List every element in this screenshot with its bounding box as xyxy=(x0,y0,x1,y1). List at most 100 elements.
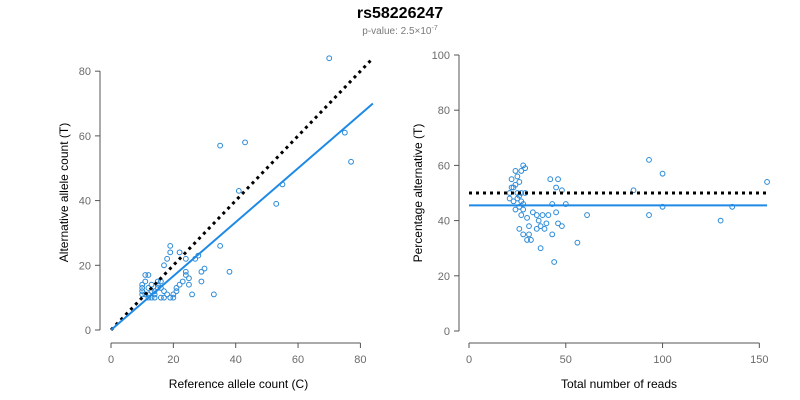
percentage-alternative-scatter-plot: 0 50 100 150 0 20 40 60 80 100 Total number of rea… xyxy=(411,50,770,391)
data-point xyxy=(201,265,208,272)
data-point xyxy=(148,281,155,288)
y-tick-label: 20 xyxy=(79,260,91,272)
p-value-label: p-value: 2.5×10-7 xyxy=(362,25,438,37)
data-point xyxy=(506,195,513,202)
data-point xyxy=(242,139,248,146)
data-point xyxy=(529,209,536,216)
data-point xyxy=(145,272,152,278)
y-tick-label: 0 xyxy=(85,325,91,337)
data-point xyxy=(553,184,559,191)
data-point xyxy=(142,291,149,298)
data-point xyxy=(182,268,189,275)
data-point xyxy=(562,201,569,207)
y-tick-label: 100 xyxy=(432,50,450,62)
data-point xyxy=(551,259,558,265)
data-point xyxy=(584,212,590,218)
data-point xyxy=(170,291,177,298)
data-point xyxy=(646,156,652,163)
data-point xyxy=(508,184,515,191)
data-point xyxy=(186,275,192,282)
data-point xyxy=(273,200,280,207)
data-point xyxy=(539,212,546,218)
data-point xyxy=(179,278,186,285)
data-point xyxy=(729,203,736,210)
y-tick-label: 80 xyxy=(438,105,450,117)
data-point xyxy=(555,220,561,227)
data-point xyxy=(518,168,525,174)
y-axis-label: Percentage alternative (T) xyxy=(411,124,425,263)
p-value-exponent: -7 xyxy=(431,25,437,32)
y-tick-label: 60 xyxy=(79,131,91,143)
data-point xyxy=(161,288,167,295)
y-tick-label: 40 xyxy=(79,196,91,208)
data-point xyxy=(182,255,189,262)
data-point xyxy=(139,288,146,295)
y-axis-label: Alternative allele count (T) xyxy=(57,123,71,262)
data-point xyxy=(167,242,174,249)
data-point xyxy=(533,212,540,218)
x-tick-label: 20 xyxy=(167,354,179,366)
data-point xyxy=(142,278,149,285)
data-point xyxy=(526,231,532,238)
fit-line xyxy=(110,102,374,331)
data-point xyxy=(157,294,164,301)
data-point xyxy=(164,255,171,262)
data-point xyxy=(630,187,637,194)
data-point xyxy=(549,231,556,238)
y-tick-label: 80 xyxy=(79,66,91,78)
data-point xyxy=(176,249,183,256)
data-point xyxy=(235,187,242,194)
data-point xyxy=(555,176,561,183)
data-point xyxy=(547,176,554,183)
data-point xyxy=(514,173,521,180)
data-point xyxy=(217,242,224,249)
data-point xyxy=(545,212,552,218)
x-axis-label: Reference allele count (C) xyxy=(169,377,308,391)
allele-count-scatter-plot: 0 20 40 60 80 0 20 40 60 80 Reference allele count… xyxy=(57,55,374,391)
p-value-text: p-value: 2.5×10 xyxy=(362,26,432,37)
data-point xyxy=(537,223,544,230)
data-point xyxy=(549,201,556,207)
data-point xyxy=(516,179,523,185)
data-point xyxy=(142,272,149,278)
data-point xyxy=(151,294,158,301)
data-point xyxy=(145,294,152,301)
data-point xyxy=(518,198,525,205)
data-point xyxy=(508,176,515,183)
data-point xyxy=(533,225,540,232)
data-point xyxy=(198,268,205,275)
data-point xyxy=(164,291,171,298)
x-axis-label: Total number of reads xyxy=(561,377,677,391)
data-point xyxy=(139,281,146,288)
data-point xyxy=(528,237,534,243)
data-point xyxy=(520,231,527,238)
data-point xyxy=(182,272,189,278)
data-point xyxy=(659,170,666,177)
data-point xyxy=(518,212,525,218)
data-point xyxy=(226,268,233,275)
y-tick-label: 40 xyxy=(438,216,450,228)
chart-title: rs58226247 xyxy=(357,5,443,22)
data-point xyxy=(161,262,167,269)
x-tick-label: 50 xyxy=(560,354,572,366)
data-point xyxy=(764,179,770,185)
x-tick-label: 0 xyxy=(466,354,472,366)
y-tick-label: 20 xyxy=(438,271,450,283)
data-point xyxy=(659,203,666,210)
data-point xyxy=(541,225,548,232)
x-tick-label: 100 xyxy=(653,354,671,366)
data-point xyxy=(348,158,354,165)
data-point xyxy=(173,285,180,291)
data-point xyxy=(717,217,724,224)
data-point xyxy=(524,237,530,243)
x-tick-label: 150 xyxy=(750,354,768,366)
data-point xyxy=(167,249,174,256)
data-point xyxy=(646,212,652,218)
data-point xyxy=(535,217,542,224)
reference-line xyxy=(109,57,374,332)
data-point xyxy=(198,278,205,285)
data-point xyxy=(161,294,167,301)
data-point xyxy=(510,198,517,205)
data-point xyxy=(524,214,530,221)
